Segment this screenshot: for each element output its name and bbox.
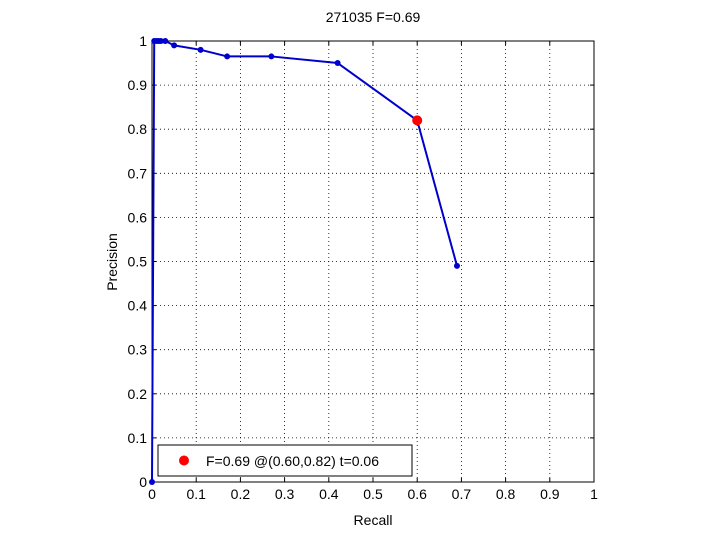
y-tick-label: 0.7 (128, 165, 148, 181)
y-tick-label: 0.2 (128, 386, 148, 402)
y-tick-label: 0 (139, 474, 147, 490)
y-tick-label: 0.6 (128, 209, 148, 225)
x-tick-label: 0.7 (452, 486, 472, 502)
x-axis-label: Recall (354, 512, 393, 528)
y-axis-label: Precision (104, 233, 120, 291)
x-tick-label: 0.9 (540, 486, 560, 502)
axis-ticks: 0 0.1 0.2 0.3 0.4 0.5 0.6 0.7 0.8 0.9 1 0 0.1 0.2 0.3 0… (128, 33, 599, 502)
y-tick-label: 0.5 (128, 254, 148, 270)
y-tick-label: 0.8 (128, 121, 148, 137)
series-point (453, 262, 460, 269)
series-point (162, 38, 169, 44)
x-tick-label: 0.6 (407, 486, 427, 502)
y-tick-label: 0.9 (128, 77, 148, 93)
series-point (334, 60, 341, 67)
series-point (268, 53, 275, 60)
x-tick-label: 0.1 (186, 486, 206, 502)
legend: F=0.69 @(0.60,0.82) t=0.06 (157, 444, 413, 477)
series-point (197, 46, 204, 53)
x-tick-label: 0.8 (496, 486, 516, 502)
y-tick-label: 0.4 (128, 298, 148, 314)
grid-lines (152, 41, 594, 482)
x-tick-label: 0.5 (363, 486, 383, 502)
x-tick-label: 0.4 (319, 486, 339, 502)
series-point (157, 38, 164, 44)
best-f-point (412, 115, 423, 126)
x-tick-label: 0.2 (231, 486, 251, 502)
y-tick-label: 1 (139, 33, 147, 49)
series-point (224, 53, 231, 60)
y-tick-label: 0.1 (128, 430, 148, 446)
y-tick-label: 0.3 (128, 342, 148, 358)
chart-title: 271035 F=0.69 (326, 9, 421, 25)
x-tick-label: 0.3 (275, 486, 295, 502)
x-tick-label: 0 (148, 486, 156, 502)
legend-marker-icon (179, 455, 189, 466)
legend-box (157, 444, 413, 477)
legend-entry: F=0.69 @(0.60,0.82) t=0.06 (206, 453, 379, 469)
series-point (149, 479, 155, 485)
series-layer (149, 38, 460, 485)
x-tick-label: 1 (590, 486, 598, 502)
series-point (171, 42, 178, 49)
